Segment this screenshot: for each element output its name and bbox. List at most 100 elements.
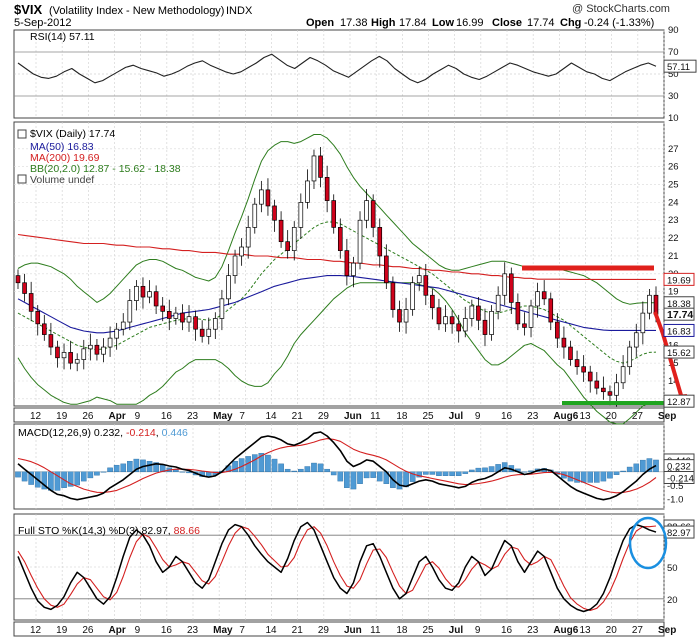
price-candle [15,275,21,284]
price-candle [653,294,659,315]
svg-text:16.99: 16.99 [456,17,484,29]
macd-histogram-bar [330,471,337,476]
price-candle [259,189,264,205]
price-candle [548,298,554,323]
macd-y-tick: -0.214 [667,473,694,484]
x-tick-label: 21 [292,411,304,422]
price-candle [344,250,350,276]
x-tick-label: 11 [370,411,381,422]
macd-histogram-bar [173,469,179,473]
macd-histogram-bar [87,471,94,479]
price-candle [476,305,481,321]
x-tick-label: 13 [580,625,592,636]
price-candle [226,275,231,300]
rsi-y-tick: 30 [668,91,679,102]
macd-histogram-bar [482,467,488,473]
macd-histogram-bar [350,471,357,490]
macd-y-tick: 0.232 [667,462,691,473]
price-candle [403,309,409,323]
macd-last-box [663,470,695,484]
price-candle [298,202,304,228]
price-candle [515,302,521,325]
overbought-circle-annotation [628,516,668,570]
macd-histogram-bar [469,469,475,473]
rsi-y-tick: 70 [668,47,679,58]
macd-histogram-bar [462,471,469,474]
x-tick-label: 13 [580,411,592,422]
x-tick-label: 29 [318,411,330,422]
macd-histogram-bar [574,471,580,483]
price-candle [627,346,632,368]
macd-histogram-bar [376,471,383,482]
macd-histogram-bar [271,458,278,473]
price-candle [311,155,317,182]
macd-histogram-bar [370,471,376,478]
price-candle [94,344,100,355]
price-last-value: 17.74 [667,309,693,321]
price-candle [318,155,323,178]
x-tick-label: Jul [449,625,464,636]
price-candle [140,285,146,298]
price-y-tick: 22 [668,233,679,244]
macd-histogram-bar [311,462,317,473]
price-legend-swatch [17,129,27,139]
price-candle [147,291,152,298]
x-tick-label: 16 [161,411,173,422]
price-candle [35,310,41,325]
price-candle [61,352,67,359]
price-last-box [663,323,695,337]
price-candle [456,323,461,332]
x-tick-label: 20 [606,411,618,422]
price-candle [265,189,271,207]
symbol-title: $VIX [14,2,43,17]
price-candle [81,348,87,360]
macd-histogram-bar [113,464,120,473]
price-last-value: 19.69 [667,275,691,286]
price-candle [153,291,159,307]
price-candle [462,318,468,332]
price-candle [357,219,363,264]
x-tick-label: 14 [266,625,278,636]
rsi-last-value: 57.11 [667,62,690,73]
macd-histogram-bar [133,458,140,473]
price-candle [101,346,106,355]
sto-k-line [17,521,657,613]
macd-histogram-bar [251,454,258,473]
macd-histogram-bar [179,471,186,473]
price-candle [377,227,383,257]
price-candle [127,300,133,323]
macd-histogram-bar [107,467,113,473]
price-candle [364,200,369,221]
price-candle [633,332,639,348]
macd-histogram-bar [488,466,495,473]
rsi-y-tick: 50 [668,69,679,80]
price-y-tick: 19 [668,287,679,298]
ohlc-summary: Open 17.38 High 17.84 Low 16.99 Close 17… [306,17,654,29]
x-tick-label: 9 [135,411,141,422]
x-tick-label: 7 [239,625,245,636]
price-last-box [663,272,695,286]
x-tick-label: Jul [449,411,464,422]
macd-histogram-bar [153,462,159,473]
macd-line [17,431,657,501]
bb-legend: BB(20,2.0) 12.87 - 15.62 - 18.38 [30,163,181,175]
rsi-last-box [663,59,697,73]
macd-histogram-bar [324,468,330,473]
price-candle [614,382,619,396]
price-candle [581,366,586,373]
svg-text:Close: Close [492,17,522,29]
rsi-y-tick: 90 [668,25,679,36]
price-candle [594,380,600,389]
macd-histogram-bar [363,471,370,479]
sto-legend: Full STO %K(14,3) %D(3) 82.97, 88.66 [18,525,200,537]
x-tick-label: 9 [135,625,141,636]
price-candle [252,203,258,228]
macd-histogram-bar [429,471,436,475]
price-y-tick: 27 [668,144,679,155]
macd-histogram-bar [80,471,87,482]
svg-text:17.74: 17.74 [527,17,555,29]
macd-histogram-bar [626,466,633,473]
macd-histogram-bar [317,463,324,473]
price-candle [410,282,415,310]
